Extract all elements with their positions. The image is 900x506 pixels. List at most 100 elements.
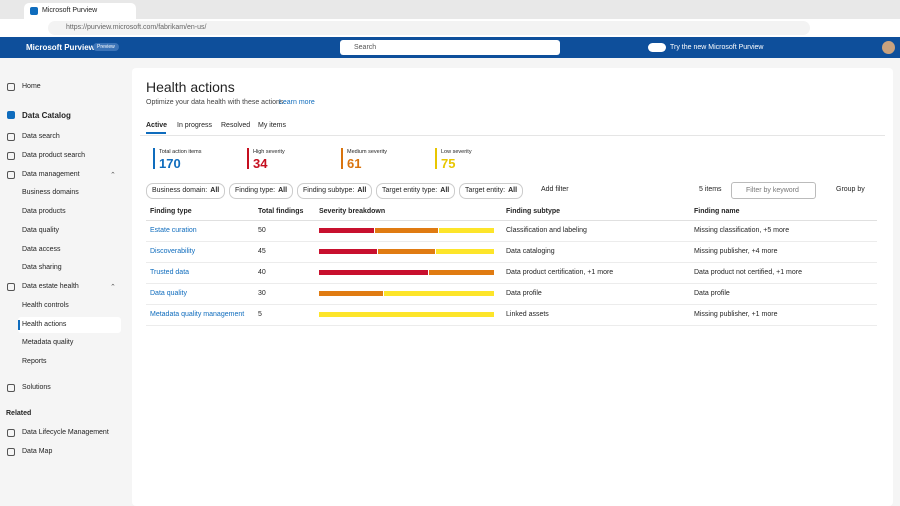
search-box[interactable]: Search [340, 40, 560, 55]
metric-label: Low severity [441, 149, 472, 155]
filter-value: All [508, 187, 518, 194]
nav-item[interactable]: Reports [22, 358, 47, 365]
toggle[interactable] [648, 43, 666, 52]
main-card [132, 68, 893, 506]
row-divider [146, 262, 877, 263]
chevron[interactable]: ⌃ [110, 284, 116, 291]
nav-icon [7, 111, 15, 119]
tab[interactable]: Active [146, 122, 168, 129]
chevron[interactable]: ⌃ [110, 172, 116, 179]
filter-chip[interactable]: Target entity type: All [376, 183, 456, 199]
nav-icon [7, 152, 15, 160]
finding-type-link[interactable]: Metadata quality management [150, 311, 245, 318]
severity-segment [319, 270, 428, 275]
filter-chip[interactable]: Business domain: All [146, 183, 226, 199]
filter-value: All [210, 187, 220, 194]
nav-item[interactable]: Health actions [22, 321, 67, 328]
row-divider [146, 241, 877, 242]
filter-label: Finding type: [235, 187, 276, 194]
metric-value: 75 [441, 156, 456, 171]
page-subtitle: Optimize your data health with these act… [146, 99, 286, 106]
tab-title: Microsoft Purview [42, 7, 98, 14]
metric-label: High severity [253, 149, 285, 155]
nav-item[interactable]: Home [22, 83, 41, 90]
finding-subtype: Data cataloging [506, 248, 555, 255]
total-findings: 45 [258, 248, 266, 255]
tab[interactable]: My items [258, 122, 286, 129]
filter-label: Finding subtype: [303, 187, 355, 194]
metric-bar [153, 148, 155, 169]
nav-icon [7, 171, 15, 179]
avatar[interactable] [882, 41, 895, 54]
filter-chip[interactable]: Finding type: All [229, 183, 294, 199]
severity-segment [319, 249, 377, 254]
nav-icon [7, 283, 15, 291]
nav-item[interactable]: Data sharing [22, 264, 62, 271]
product-name[interactable]: Microsoft Purview [26, 43, 95, 52]
tab-icon [30, 7, 38, 15]
nav-item[interactable]: Data Lifecycle Management [22, 429, 109, 436]
severity-segment [319, 228, 375, 233]
total-findings: 40 [258, 269, 266, 276]
finding-subtype: Data profile [506, 290, 542, 297]
address-bar[interactable]: https://purview.microsoft.com/fabrikam/e… [48, 21, 810, 35]
column-header[interactable]: Severity breakdown [319, 208, 386, 215]
nav-icon [7, 83, 15, 91]
finding-type-link[interactable]: Estate curation [150, 227, 197, 234]
group-by[interactable]: Group by [836, 186, 865, 193]
nav-item[interactable]: Metadata quality [22, 339, 74, 346]
nav-item[interactable]: Data access [22, 246, 61, 253]
filter-box[interactable]: Filter by keyword [731, 182, 816, 199]
metric-value: 61 [347, 156, 362, 171]
learn-more-link[interactable]: Learn more [279, 99, 315, 106]
nav-item[interactable]: Data Catalog [22, 111, 71, 120]
browser-tab[interactable]: Microsoft Purview [24, 3, 136, 19]
nav-item[interactable]: Business domains [22, 189, 79, 196]
column-header[interactable]: Total findings [258, 208, 304, 215]
severity-segment [429, 270, 494, 275]
nav-item[interactable]: Data Map [22, 448, 53, 455]
filter-label: Business domain: [152, 187, 208, 194]
header-divider [146, 220, 877, 221]
metric-value: 34 [253, 156, 268, 171]
tab[interactable]: Resolved [221, 122, 251, 129]
filter-value: All [440, 187, 450, 194]
finding-type-link[interactable]: Trusted data [150, 269, 190, 276]
total-findings: 5 [258, 311, 262, 318]
tab-divider [140, 135, 885, 136]
finding-type-link[interactable]: Data quality [150, 290, 187, 297]
nav-item[interactable]: Data quality [22, 227, 59, 234]
nav-item[interactable]: Data search [22, 133, 60, 140]
finding-subtype: Classification and labeling [506, 227, 587, 234]
nav-item[interactable]: Data products [22, 208, 66, 215]
column-header[interactable]: Finding name [694, 208, 740, 215]
finding-type-link[interactable]: Discoverability [150, 248, 196, 255]
severity-segment [383, 291, 494, 296]
nav-item[interactable]: Data product search [22, 152, 86, 159]
finding-name: Missing publisher, +1 more [694, 311, 778, 318]
page-title: Health actions [146, 79, 235, 95]
app-header: Microsoft Purview Preview Search Try the… [0, 37, 900, 58]
nav-item[interactable]: Data estate health [22, 283, 79, 290]
nav-active-bg [18, 317, 121, 333]
filter-chip[interactable]: Target entity: All [459, 183, 524, 199]
add-filter[interactable]: Add filter [541, 186, 569, 193]
total-findings: 30 [258, 290, 266, 297]
tab[interactable]: In progress [177, 122, 213, 129]
tab-strip [0, 0, 900, 19]
metric-label: Medium severity [347, 149, 388, 155]
nav-item[interactable]: Health controls [22, 302, 69, 309]
preview-badge: Preview [93, 43, 119, 51]
nav-item[interactable]: Solutions [22, 384, 51, 391]
finding-name: Data product not certified, +1 more [694, 269, 802, 276]
filter-chip[interactable]: Finding subtype: All [297, 183, 373, 199]
column-header[interactable]: Finding subtype [506, 208, 561, 215]
nav-icon [7, 429, 15, 437]
finding-name: Missing classification, +5 more [694, 227, 790, 234]
severity-segment [436, 249, 494, 254]
column-header[interactable]: Finding type [150, 208, 192, 215]
severity-segment [377, 249, 436, 254]
nav-item[interactable]: Data management [22, 171, 80, 178]
filter-label: Target entity: [465, 187, 506, 194]
finding-subtype: Data product certification, +1 more [506, 269, 614, 276]
